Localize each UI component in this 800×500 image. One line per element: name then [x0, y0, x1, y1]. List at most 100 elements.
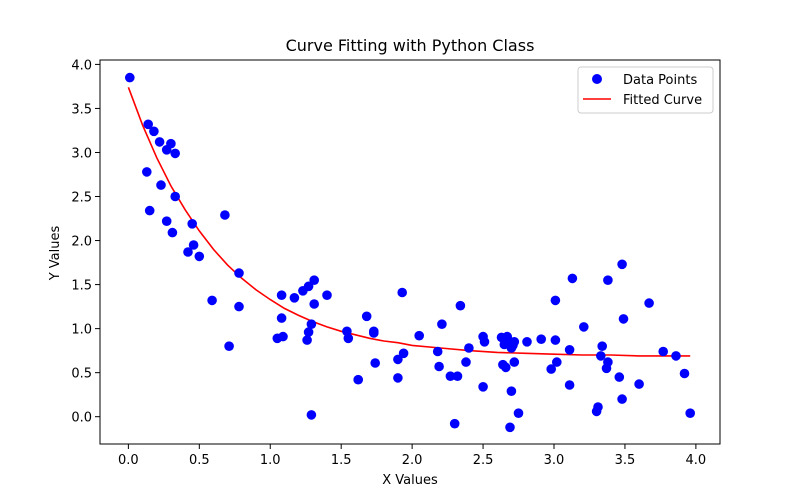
data-point: [603, 275, 613, 286]
y-tick-label: 1.5: [71, 279, 92, 294]
x-tick-label: 2.5: [473, 453, 494, 468]
data-point: [522, 337, 532, 347]
data-point: [306, 319, 317, 330]
x-tick-label: 4.0: [686, 453, 707, 468]
data-point: [343, 333, 354, 344]
data-point: [455, 300, 466, 311]
data-point: [658, 346, 668, 357]
data-point: [414, 330, 425, 341]
data-point: [161, 216, 172, 226]
data-point: [194, 251, 205, 262]
data-point: [479, 337, 490, 347]
data-point: [183, 247, 193, 257]
y-tick-label: 4.0: [71, 58, 92, 73]
data-point: [432, 346, 443, 357]
data-point: [276, 290, 287, 301]
y-tick-label: 0.5: [71, 367, 92, 382]
y-tick-label: 0.0: [71, 411, 92, 426]
data-point: [506, 386, 517, 397]
data-point: [434, 361, 444, 372]
data-point: [513, 408, 524, 419]
x-tick-label: 3.0: [544, 453, 565, 468]
data-point: [143, 119, 153, 130]
fitted-curve-layer: [127, 87, 691, 357]
data-point: [397, 287, 408, 298]
data-point: [207, 295, 217, 306]
fitted-curve-line: [127, 87, 691, 357]
data-point: [309, 275, 320, 286]
legend-marker-data-points: [592, 74, 602, 84]
data-point: [303, 327, 314, 337]
data-point: [550, 295, 561, 306]
data-point: [278, 331, 288, 342]
data-point: [461, 357, 471, 367]
axes-frame: [99, 59, 721, 445]
data-point: [303, 281, 314, 292]
legend-box: [577, 66, 714, 114]
x-tick-label: 3.5: [615, 453, 636, 468]
data-point: [634, 379, 644, 389]
x-axis-ticks: 0.0 0.5 1.0 1.5 2.0 2.5 3.0 3.5 4.0: [118, 444, 706, 468]
data-point: [322, 290, 332, 301]
data-point: [166, 138, 176, 149]
data-point: [550, 335, 561, 345]
data-point: [536, 334, 546, 345]
y-tick-label: 2.0: [71, 235, 92, 250]
x-tick-label: 1.5: [331, 453, 352, 468]
data-point: [617, 259, 627, 270]
data-point: [509, 357, 520, 367]
data-point: [597, 341, 607, 352]
y-tick-label: 3.5: [71, 102, 92, 117]
data-point: [234, 268, 244, 278]
data-point: [552, 357, 562, 367]
data-point: [579, 322, 589, 332]
data-point: [154, 137, 165, 147]
data-point: [302, 335, 312, 345]
data-point: [370, 358, 381, 368]
data-point: [353, 374, 364, 385]
legend-label-data-points: Data Points: [623, 73, 697, 88]
data-point: [142, 167, 152, 177]
data-point: [156, 180, 166, 190]
y-tick-label: 3.0: [71, 146, 92, 161]
data-point: [393, 373, 403, 383]
data-point: [125, 72, 135, 83]
data-point: [671, 351, 681, 361]
chart-title: Curve Fitting with Python Class: [286, 36, 535, 55]
data-point: [144, 205, 155, 216]
data-point: [167, 227, 178, 238]
data-point: [170, 191, 180, 202]
data-point: [276, 313, 287, 323]
data-point: [170, 148, 180, 159]
data-point: [679, 368, 690, 379]
x-tick-label: 0.5: [189, 453, 210, 468]
data-point: [564, 345, 575, 355]
data-point: [188, 240, 199, 250]
data-points-layer: [125, 72, 695, 433]
data-point: [369, 328, 379, 338]
data-point: [224, 341, 234, 352]
x-axis-label: X Values: [382, 473, 438, 488]
data-point: [437, 319, 447, 330]
legend: Data Points Fitted Curve: [577, 66, 714, 114]
data-point: [398, 348, 409, 359]
x-tick-label: 0.0: [118, 453, 139, 468]
data-point: [445, 371, 456, 382]
data-point: [501, 362, 511, 373]
data-point: [596, 351, 606, 361]
data-point: [564, 380, 575, 390]
data-point: [617, 394, 627, 404]
data-point: [393, 354, 403, 365]
data-point: [603, 357, 613, 367]
x-tick-label: 1.0: [260, 453, 281, 468]
data-point: [452, 371, 463, 382]
data-point: [449, 418, 460, 429]
data-point: [685, 408, 695, 419]
data-point: [187, 219, 197, 229]
data-point: [546, 364, 556, 374]
data-point: [593, 402, 603, 412]
data-point: [306, 410, 317, 420]
data-point: [618, 314, 629, 324]
y-tick-label: 2.5: [71, 191, 92, 206]
